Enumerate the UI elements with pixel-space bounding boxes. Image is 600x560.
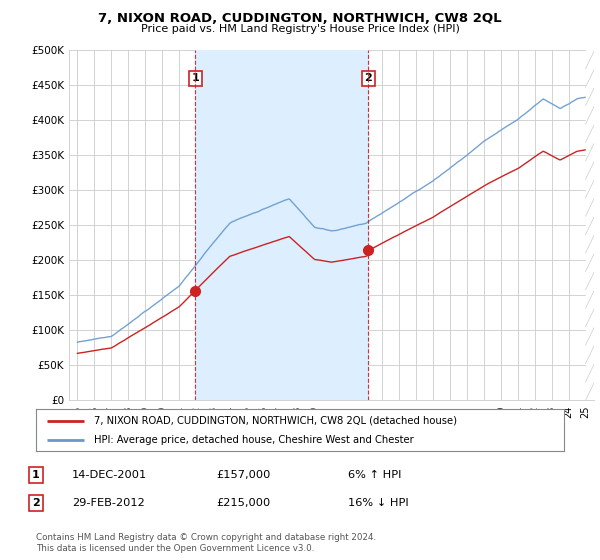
Text: 7, NIXON ROAD, CUDDINGTON, NORTHWICH, CW8 2QL (detached house): 7, NIXON ROAD, CUDDINGTON, NORTHWICH, CW… — [94, 416, 457, 426]
Text: 6% ↑ HPI: 6% ↑ HPI — [348, 470, 401, 480]
Text: 2: 2 — [364, 73, 372, 83]
Text: HPI: Average price, detached house, Cheshire West and Chester: HPI: Average price, detached house, Ches… — [94, 435, 414, 445]
Text: 29-FEB-2012: 29-FEB-2012 — [72, 498, 145, 508]
Bar — [196, 50, 368, 400]
Text: £215,000: £215,000 — [216, 498, 270, 508]
Text: 16% ↓ HPI: 16% ↓ HPI — [348, 498, 409, 508]
Text: 7, NIXON ROAD, CUDDINGTON, NORTHWICH, CW8 2QL: 7, NIXON ROAD, CUDDINGTON, NORTHWICH, CW… — [98, 12, 502, 25]
Text: Contains HM Land Registry data © Crown copyright and database right 2024.
This d: Contains HM Land Registry data © Crown c… — [36, 533, 376, 553]
Text: 1: 1 — [191, 73, 199, 83]
Text: 2: 2 — [32, 498, 40, 508]
Text: £157,000: £157,000 — [216, 470, 271, 480]
Text: 1: 1 — [32, 470, 40, 480]
Text: 14-DEC-2001: 14-DEC-2001 — [72, 470, 147, 480]
Text: Price paid vs. HM Land Registry's House Price Index (HPI): Price paid vs. HM Land Registry's House … — [140, 24, 460, 34]
Bar — [586, 50, 594, 400]
